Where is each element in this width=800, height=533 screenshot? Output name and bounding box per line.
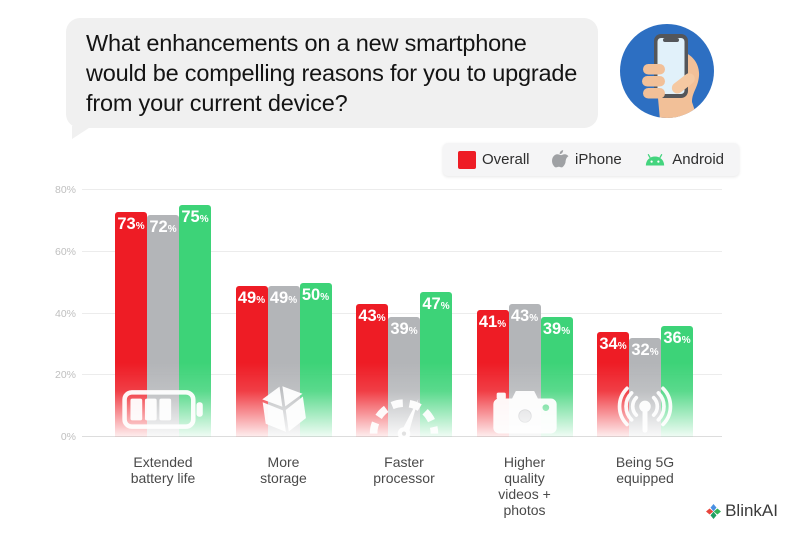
x-axis-category-label: More storage [260, 454, 307, 486]
bar-group: 41% 43% 39% [476, 190, 573, 437]
bar-chart: 0% 20% 40% 60% 80% 73% 72% 75% Extended battery … [55, 184, 722, 518]
bar-group: 43% 39% 47% [356, 190, 452, 440]
blinkai-logo: BlinkAI [706, 501, 778, 521]
gridline [82, 312, 722, 314]
gridline [82, 250, 722, 252]
bar-value-label: 73% [117, 214, 145, 233]
brand-name: BlinkAI [725, 501, 778, 520]
storage-box-icon [255, 381, 313, 435]
legend: Overall iPhone Android [443, 143, 739, 176]
x-axis-category-label: Higher quality videos + photos [498, 454, 551, 518]
x-axis-category-label: Faster processor [373, 454, 435, 486]
y-axis-tick-label: 60% [54, 245, 76, 258]
legend-label: Android [672, 151, 724, 168]
bar-value-label: 34% [599, 335, 627, 353]
bar-overall: 49% [235, 285, 268, 437]
bar-value-label: 49% [269, 288, 298, 307]
x-axis-category-label: Extended battery life [130, 454, 196, 486]
legend-label: iPhone [575, 151, 622, 168]
y-axis-tick-label: 0% [60, 431, 76, 443]
bar-value-label: 72% [149, 217, 177, 236]
legend-item-overall: Overall [458, 150, 530, 169]
y-axis-tick-label: 80% [54, 184, 76, 196]
y-axis-tick-label: 40% [54, 307, 76, 320]
bar-value-label: 43% [510, 307, 539, 326]
bar-value-label: 43% [358, 307, 386, 326]
bar-value-label: 39% [390, 319, 418, 338]
android-icon [644, 153, 666, 167]
bar-group: 73% 72% 75% [115, 190, 211, 437]
antenna-5g-icon [608, 385, 682, 436]
bar-value-label: 41% [478, 313, 507, 332]
apple-icon [552, 149, 569, 170]
bar-group: 49% 49% 50% [235, 190, 332, 437]
question-text: What enhancements on a new smartphone wo… [86, 30, 578, 117]
question-bubble: What enhancements on a new smartphone wo… [66, 18, 598, 139]
bar-value-label: 32% [631, 341, 659, 360]
battery-icon [121, 386, 205, 433]
x-axis-category-label: Being 5G equipped [615, 454, 675, 486]
camera-icon [489, 385, 560, 437]
legend-item-iphone: iPhone [552, 149, 622, 170]
y-axis-tick-label: 20% [54, 369, 76, 382]
legend-label: Overall [482, 151, 530, 168]
legend-item-android: Android [644, 151, 724, 168]
bar-value-label: 47% [422, 294, 450, 313]
overall-swatch [458, 150, 476, 169]
speedometer-icon [365, 388, 443, 440]
hand-holding-smartphone-icon [618, 22, 716, 120]
bar-android: 50% [299, 282, 332, 437]
bar-value-label: 39% [542, 319, 571, 338]
bar-iphone: 39% [388, 316, 420, 437]
bar-value-label: 75% [181, 208, 209, 227]
gridline [82, 189, 722, 190]
blinkai-diamond-icon [706, 503, 722, 519]
bar-value-label: 50% [301, 285, 330, 304]
bar-value-label: 49% [237, 288, 266, 307]
bar-group: 34% 32% 36% [597, 190, 693, 437]
bar-value-label: 36% [663, 328, 691, 347]
